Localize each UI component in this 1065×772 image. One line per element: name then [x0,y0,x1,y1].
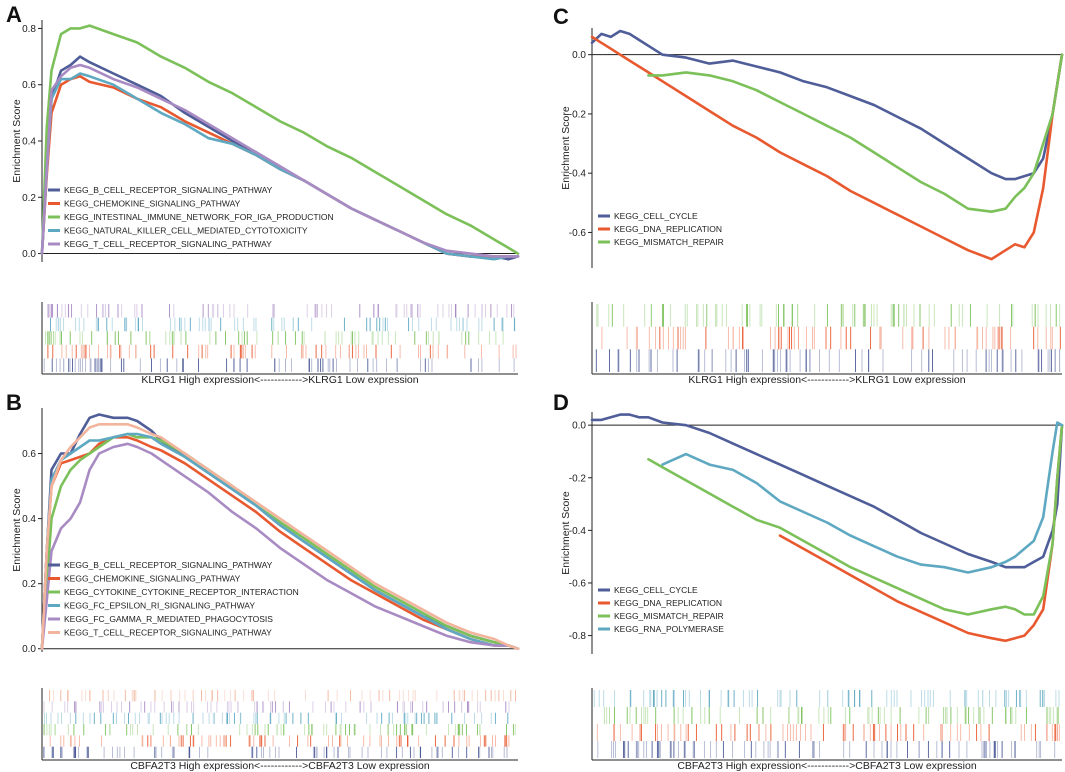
x-axis-label: KLRG1 High expression<------------>KLRG1… [688,374,965,386]
legend-label: KEGG_CELL_CYCLE [614,211,698,221]
y-tick-label: 0.6 [22,449,36,460]
y-axis-label: Enrichment Score [560,491,572,575]
y-tick-label: -0.2 [569,109,587,120]
panel-d: D0.0 -0.2 -0.4 -0.6 -0.8 Enrichment Score KEGG… [553,390,1064,772]
legend: KEGG_CELL_CYCLE KEGG_DNA_REPLICATION KEGG_… [598,211,724,247]
y-tick-label: -0.2 [569,473,587,484]
es-line-kegg-cell-cycle [590,29,1064,181]
y-tick-label: 0.4 [22,137,36,148]
es-line-kegg-t-cell-receptor-signaling-pathway [40,63,520,258]
y-axis-label: Enrichment Score [11,488,23,572]
legend-label: KEGG_FC_EPSILON_RI_SIGNALING_PATHWAY [64,601,255,611]
es-line-kegg-chemokine-signaling-pathway [40,436,520,650]
x-axis-label: KLRG1 High expression<------------>KLRG1… [141,374,418,386]
es-line-kegg-t-cell-receptor-signaling-pathway [40,423,520,650]
legend-label: KEGG_NATURAL_KILLER_CELL_MEDIATED_CYTOTO… [64,226,308,236]
panel-a: A 0.0 0.2 0.4 0.6 0.8 Enrichment Score KEGG_B_C… [6,2,520,386]
legend-label: KEGG_DNA_REPLICATION [614,224,722,234]
y-tick-label: -0.4 [569,169,587,180]
legend-label: KEGG_MISMATCH_REPAIR [614,611,724,621]
hit-strip [591,688,1062,761]
legend: KEGG_B_CELL_RECEPTOR_SIGNALING_PATHWAY KE… [48,560,299,638]
y-tick-label: 0.2 [22,579,36,590]
legend-label: KEGG_B_CELL_RECEPTOR_SIGNALING_PATHWAY [64,185,273,195]
y-tick-label: 0.0 [22,644,36,655]
hit-strip [591,302,1062,375]
legend-label: KEGG_CHEMOKINE_SIGNALING_PATHWAY [64,574,241,584]
panel-label: B [6,390,22,415]
x-axis-label: CBFA2T3 High expression<------------>CBF… [677,760,976,772]
legend-label: KEGG_CYTOKINE_CYTOKINE_RECEPTOR_INTERACT… [64,587,299,597]
legend-label: KEGG_CELL_CYCLE [614,585,698,595]
legend: KEGG_B_CELL_RECEPTOR_SIGNALING_PATHWAY KE… [48,185,334,249]
legend-label: KEGG_MISMATCH_REPAIR [614,237,724,247]
y-tick-label: -0.4 [569,526,587,537]
legend-label: KEGG_INTESTINAL_IMMUNE_NETWORK_FOR_IGA_P… [64,212,334,222]
legend-label: KEGG_DNA_REPLICATION [614,598,722,608]
y-tick-label: -0.6 [569,578,587,589]
y-tick-label: -0.6 [569,228,587,239]
panel-b: B 0.0 0.2 0.4 0.6 Enrichment Score KEGG_B_CELL… [6,390,520,772]
y-tick-label: 0.6 [22,80,36,91]
legend-label: KEGG_T_CELL_RECEPTOR_SIGNALING_PATHWAY [64,239,272,249]
es-line-kegg-cell-cycle [590,413,1064,569]
es-line-kegg-rna-polymerase [661,421,1064,574]
panel-c: C 0.0 -0.2 -0.4 -0.6 Enrichment Score KEGG_CEL… [553,4,1064,386]
y-tick-label: 0.2 [22,193,36,204]
y-tick-label: 0.0 [572,421,586,432]
y-tick-label: 0.0 [22,249,36,260]
es-line-kegg-mismatch-repair [647,53,1064,213]
y-tick-label: 0.8 [22,24,36,35]
panel-label: D [553,390,569,415]
es-line-kegg-fc-gamma-r-mediated-phagocytosis [40,442,520,650]
es-line-kegg-intestinal-immune-network-for-iga-production [40,24,520,255]
es-line-kegg-fc-epsilon-ri-signaling-pathway [40,432,520,650]
y-tick-label: 0.0 [572,50,586,61]
es-line-kegg-mismatch-repair [647,423,1064,616]
y-tick-label: 0.4 [22,514,36,525]
legend-label: KEGG_FC_GAMMA_R_MEDIATED_PHAGOCYTOSIS [64,614,273,624]
es-line-kegg-dna-replication [778,423,1064,643]
y-axis-label: Enrichment Score [11,99,23,183]
y-axis-label: Enrichment Score [560,106,572,190]
panel-label: A [6,2,22,27]
es-line-kegg-dna-replication [590,35,1064,261]
es-line-kegg-natural-killer-cell-mediated-cytotoxicity [40,72,520,261]
legend: KEGG_CELL_CYCLE KEGG_DNA_REPLICATION KEGG_… [598,585,724,634]
legend-label: KEGG_RNA_POLYMERASE [614,624,724,634]
legend-label: KEGG_CHEMOKINE_SIGNALING_PATHWAY [64,199,241,209]
legend-label: KEGG_T_CELL_RECEPTOR_SIGNALING_PATHWAY [64,628,272,638]
panel-label: C [553,4,569,29]
y-tick-label: -0.8 [569,631,587,642]
hit-strip [41,688,518,761]
hit-strip [41,302,518,375]
legend-label: KEGG_B_CELL_RECEPTOR_SIGNALING_PATHWAY [64,560,273,570]
x-axis-label: CBFA2T3 High expression<------------>CBF… [130,760,429,772]
